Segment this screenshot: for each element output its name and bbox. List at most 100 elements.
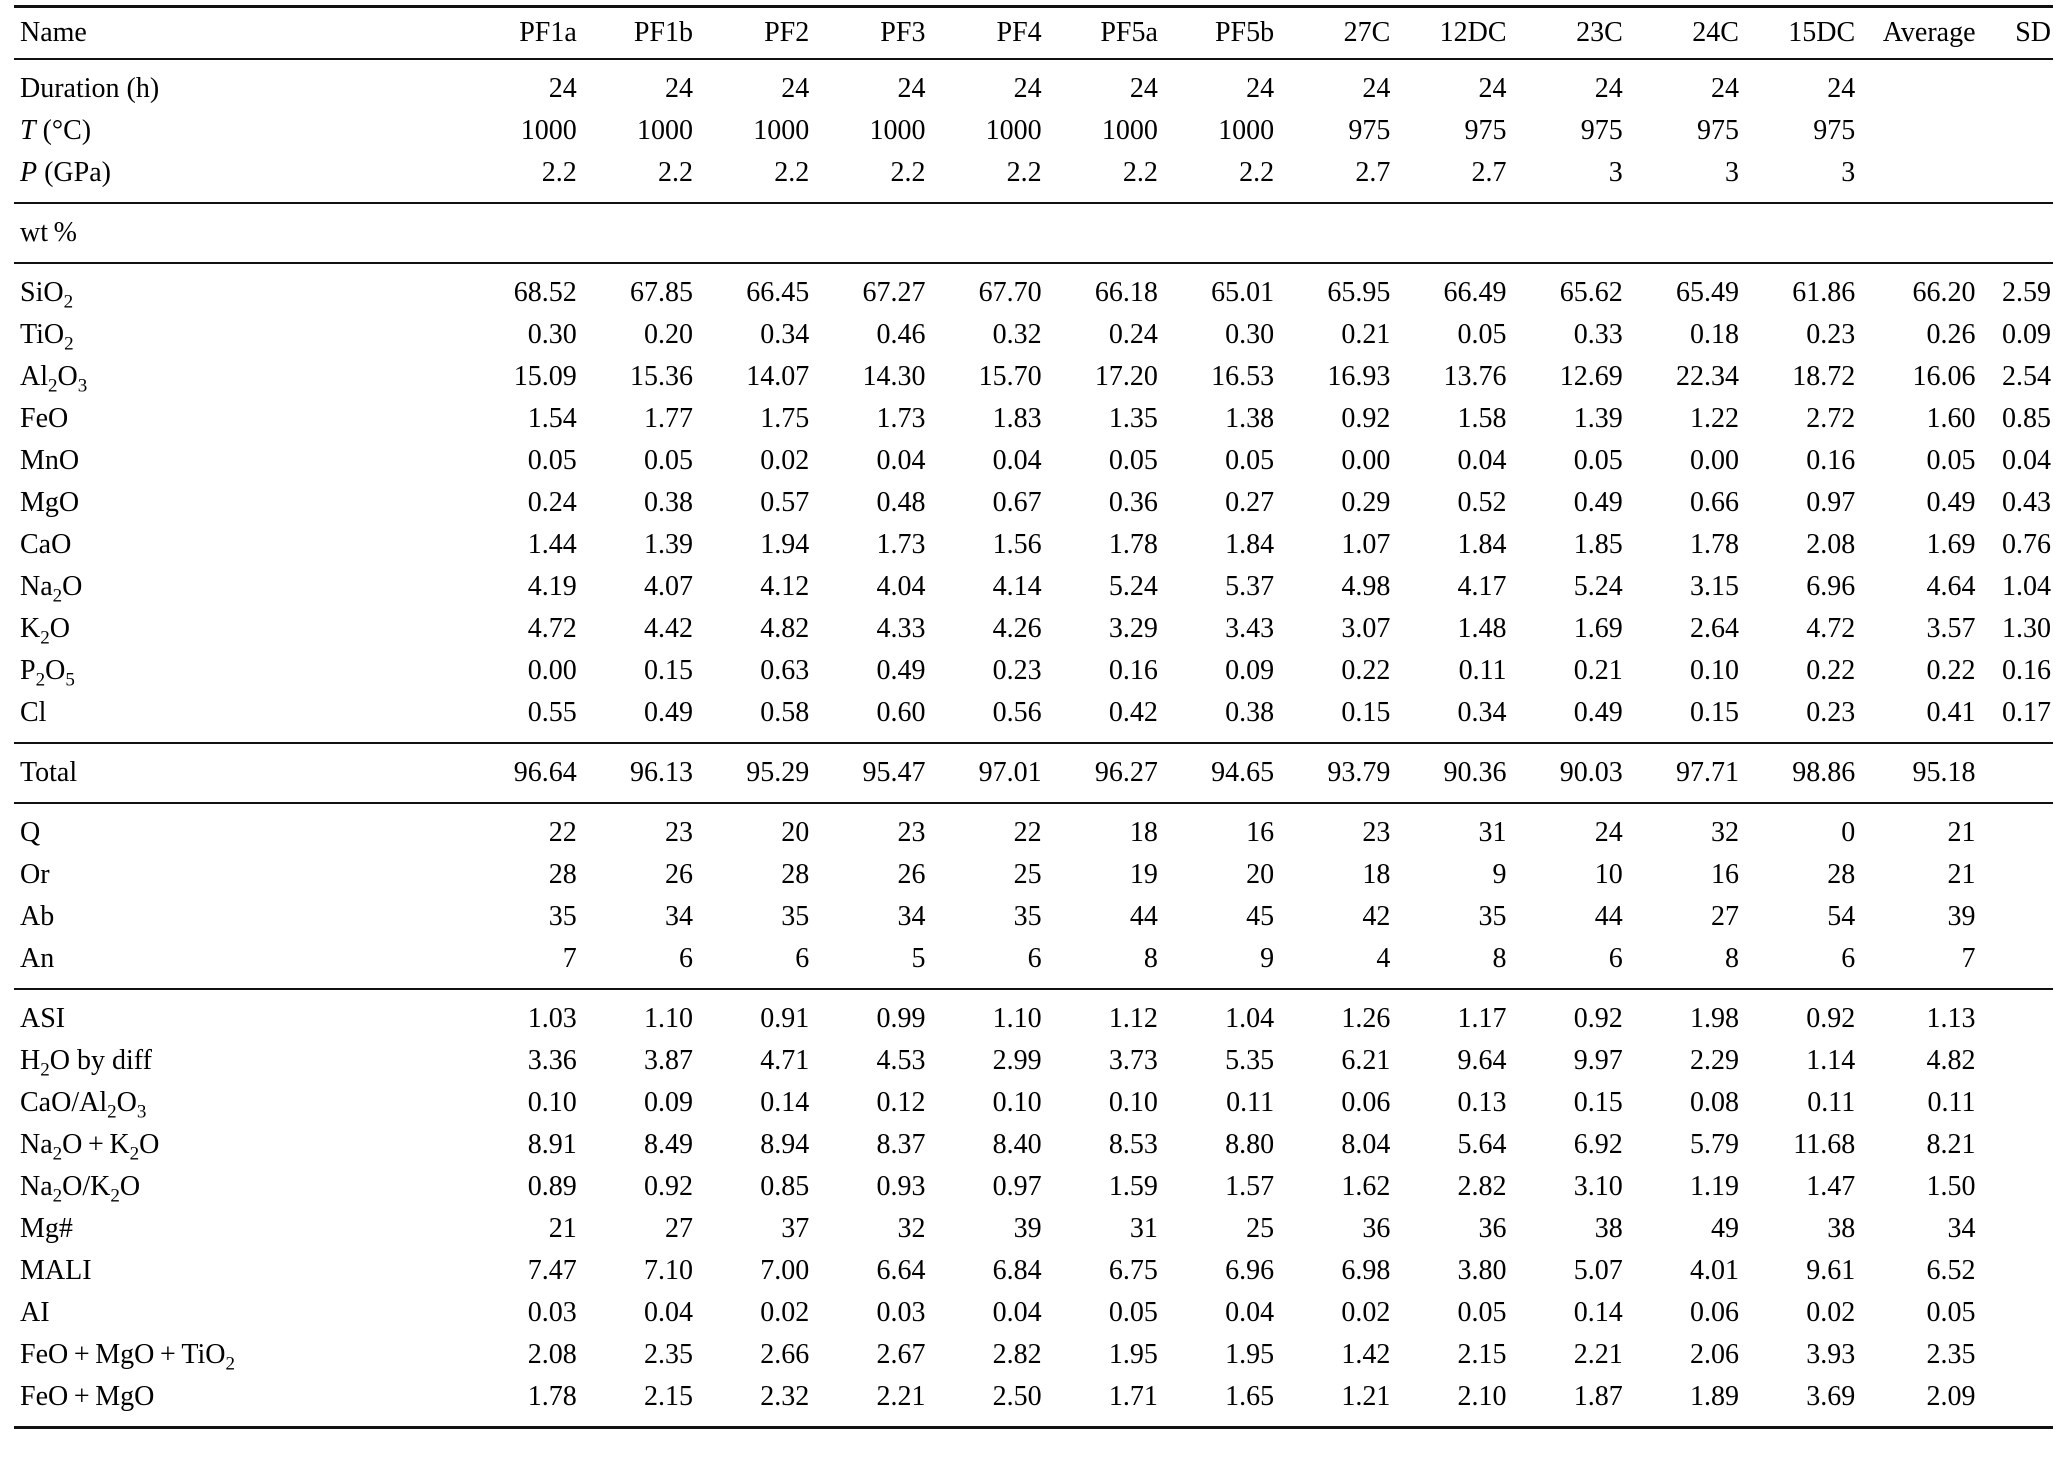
cell-feo-15dc: 2.72 xyxy=(1806,403,1856,434)
cell-al2o3-pf5b: 16.53 xyxy=(1211,361,1275,392)
cell-temperature-15dc: 975 xyxy=(1813,115,1856,146)
cell-asi-average: 1.13 xyxy=(1857,988,1978,1040)
cell-q-average: 21 xyxy=(1857,802,1978,854)
cell-ai-pf1b: 0.04 xyxy=(644,1297,694,1328)
cell-feo-mgo-pf5a: 1.71 xyxy=(1108,1381,1158,1412)
cell-wt-percent-27c xyxy=(1276,202,1393,263)
cell-total-average: 95.18 xyxy=(1857,742,1978,803)
cell-total-sd xyxy=(1977,742,2053,803)
cell-cao-al2o3-15dc: 0.11 xyxy=(1807,1087,1856,1118)
cell-feo-pf5b: 1.38 xyxy=(1225,403,1275,434)
cell-asi-12dc: 1.17 xyxy=(1392,988,1509,1040)
cell-mg-number-pf2: 37 xyxy=(781,1213,810,1244)
cell-na2o-pf1b: 4.07 xyxy=(644,571,694,602)
row-label-sio2: SiO2 xyxy=(14,262,463,314)
cell-q-pf2: 20 xyxy=(695,802,812,854)
cell-an-12dc: 8 xyxy=(1492,943,1507,974)
cell-k2o-pf2: 4.82 xyxy=(760,613,810,644)
cell-temperature-pf5b: 1000 xyxy=(1218,115,1275,146)
cell-al2o3-27c: 16.93 xyxy=(1327,361,1391,392)
cell-an-15dc: 6 xyxy=(1841,943,1856,974)
cell-feo-mgo-27c: 1.21 xyxy=(1341,1381,1391,1412)
cell-wt-percent-pf5b xyxy=(1159,202,1277,263)
cell-k2o-pf1b: 4.42 xyxy=(644,613,694,644)
cell-mgo-pf1b: 0.38 xyxy=(644,487,694,518)
cell-or-27c: 18 xyxy=(1362,859,1391,890)
cell-feo-mgo-tio2-15dc: 3.93 xyxy=(1806,1339,1856,1370)
cell-q-pf4: 22 xyxy=(927,802,1044,854)
cell-mgo-pf4: 0.67 xyxy=(992,487,1042,518)
table-row-tio2: TiO2 0.30 0.20 0.34 0.46 0.32 0.24 0.30 0.21 0.05… xyxy=(14,314,2053,356)
cell-na2o-average: 4.64 xyxy=(1926,571,1976,602)
cell-pressure-pf1a: 2.2 xyxy=(541,157,577,188)
cell-k2o-pf1a: 4.72 xyxy=(527,613,577,644)
cell-p2o5-pf1b: 0.15 xyxy=(644,655,694,686)
cell-temperature-pf4: 1000 xyxy=(985,115,1042,146)
row-label-feo-mgo: FeO + MgO xyxy=(20,1381,155,1412)
cell-feo-mgo-tio2-pf1a: 2.08 xyxy=(527,1339,577,1370)
cell-an-pf4: 6 xyxy=(1027,943,1042,974)
cell-cl-sd: 0.17 xyxy=(2002,697,2051,728)
cell-na2o-pf3: 4.04 xyxy=(876,571,926,602)
cell-asi-27c: 1.26 xyxy=(1276,988,1393,1040)
cell-ab-15dc: 54 xyxy=(1827,901,1856,932)
cell-feo-mgo-tio2-23c: 2.21 xyxy=(1573,1339,1623,1370)
cell-h2o-by-diff-12dc: 9.64 xyxy=(1457,1045,1507,1076)
table-row-wt-percent: wt % xyxy=(14,202,2053,263)
cell-mno-pf2: 0.02 xyxy=(760,445,810,476)
cell-na2o-23c: 5.24 xyxy=(1573,571,1623,602)
cell-p2o5-pf2: 0.63 xyxy=(760,655,810,686)
cell-duration-pf2: 24 xyxy=(695,58,812,110)
cell-na2o-plus-k2o-15dc: 11.68 xyxy=(1793,1129,1856,1160)
cell-asi-pf5a: 1.12 xyxy=(1043,988,1160,1040)
cell-cao-sd: 0.76 xyxy=(2002,529,2051,560)
cell-asi-15dc: 0.92 xyxy=(1740,988,1858,1040)
cell-feo-mgo-pf1b: 2.15 xyxy=(644,1381,694,1412)
cell-or-23c: 10 xyxy=(1594,859,1623,890)
data-table: Name PF1a PF1b PF2 PF3 PF4 PF5a PF5b 27C 12DC 23C 2… xyxy=(14,5,2053,1429)
section-derived-indices: ASI 1.03 1.10 0.91 0.99 1.10 1.12 1.04 1.26 1.17 0… xyxy=(14,988,2054,1428)
cell-mno-sd: 0.04 xyxy=(2002,445,2051,476)
cell-na2o-k2o-ratio-pf3: 0.93 xyxy=(876,1171,926,1202)
table-row-mg-number: Mg# 21 27 37 32 39 31 25 36 36 38 49 38 34 xyxy=(14,1208,2053,1250)
cell-p2o5-pf5a: 0.16 xyxy=(1108,655,1158,686)
cell-feo-mgo-sd xyxy=(1978,1376,2054,1428)
cell-feo-mgo-23c: 1.87 xyxy=(1573,1381,1623,1412)
cell-feo-mgo-tio2-pf3: 2.67 xyxy=(876,1339,926,1370)
cell-tio2-pf4: 0.32 xyxy=(992,319,1042,350)
cell-ab-pf2: 35 xyxy=(781,901,810,932)
cell-na2o-k2o-ratio-12dc: 2.82 xyxy=(1457,1171,1507,1202)
cell-asi-sd xyxy=(1977,988,2053,1040)
cell-mali-27c: 6.98 xyxy=(1341,1255,1391,1286)
cell-mali-pf4: 6.84 xyxy=(992,1255,1042,1286)
cell-q-23c: 24 xyxy=(1508,802,1625,854)
cell-mgo-15dc: 0.97 xyxy=(1806,487,1856,518)
cell-duration-pf4: 24 xyxy=(927,58,1044,110)
cell-an-pf5a: 8 xyxy=(1143,943,1158,974)
cell-cao-pf3: 1.73 xyxy=(876,529,926,560)
column-header-24c: 24C xyxy=(1624,6,1741,60)
cell-asi-pf5b: 1.04 xyxy=(1159,988,1277,1040)
cell-ab-average: 39 xyxy=(1947,901,1976,932)
cell-or-average: 21 xyxy=(1947,859,1976,890)
cell-wt-percent-24c xyxy=(1624,202,1741,263)
cell-na2o-24c: 3.15 xyxy=(1689,571,1739,602)
cell-tio2-12dc: 0.05 xyxy=(1457,319,1507,350)
cell-p2o5-pf5b: 0.09 xyxy=(1225,655,1275,686)
cell-tio2-pf5a: 0.24 xyxy=(1108,319,1158,350)
cell-h2o-by-diff-sd xyxy=(1978,1040,2054,1082)
cell-feo-pf3: 1.73 xyxy=(876,403,926,434)
cell-mg-number-27c: 36 xyxy=(1362,1213,1391,1244)
cell-total-pf3: 95.47 xyxy=(811,742,928,803)
cell-p2o5-15dc: 0.22 xyxy=(1806,655,1856,686)
cell-na2o-pf1a: 4.19 xyxy=(527,571,577,602)
cell-cao-pf2: 1.94 xyxy=(760,529,810,560)
table-row-total: Total 96.64 96.13 95.29 95.47 97.01 96.27 94.65… xyxy=(14,742,2053,803)
row-label-na2o-k2o-ratio: Na2O/K2O xyxy=(20,1171,141,1207)
cell-na2o-27c: 4.98 xyxy=(1341,571,1391,602)
cell-mno-27c: 0.00 xyxy=(1341,445,1391,476)
cell-sio2-pf1a: 68.52 xyxy=(462,262,579,314)
cell-cao-al2o3-pf5a: 0.10 xyxy=(1108,1087,1158,1118)
cell-ab-pf1a: 35 xyxy=(548,901,577,932)
cell-duration-sd xyxy=(1977,58,2053,110)
